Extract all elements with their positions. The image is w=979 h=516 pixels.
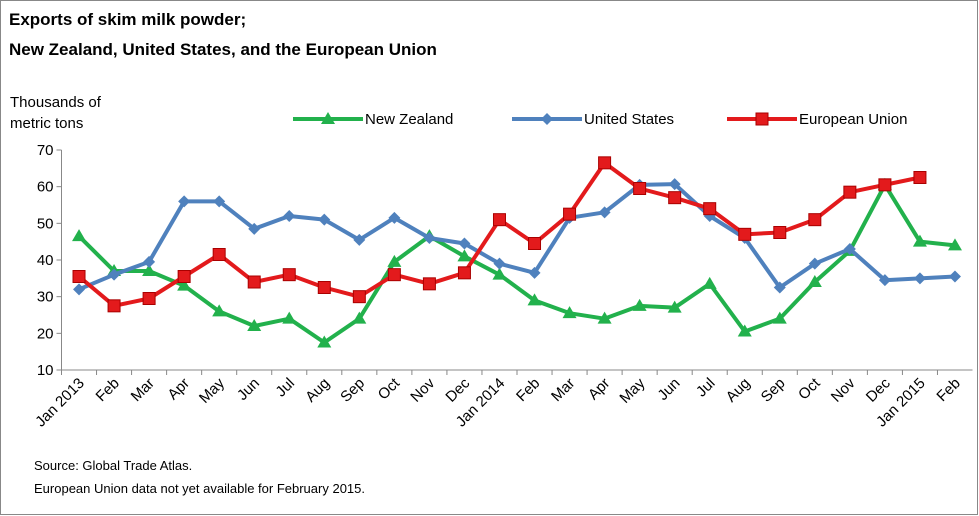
point [773,281,786,294]
point [492,267,507,280]
point [563,207,577,221]
point [387,268,401,282]
point [458,237,471,250]
point [773,226,787,239]
point [913,171,927,184]
point [72,270,86,283]
point [247,319,262,331]
point [738,227,752,241]
point [843,243,856,255]
y-tick-label: 40 [37,252,54,269]
point [528,237,542,250]
series-line [78,182,956,292]
series-line [77,182,956,345]
point [143,255,156,268]
point [282,311,297,324]
legend-label: United States [584,111,674,128]
point [808,257,821,270]
point [808,213,822,227]
point [702,276,717,289]
point [248,222,261,235]
chart-subtitle: New Zealand, United States, and the Euro… [9,40,437,59]
point [177,278,192,291]
point [807,275,822,287]
point [317,281,331,294]
point [353,233,366,246]
note: Source: Global Trade Atlas. [34,458,192,473]
point [633,182,647,195]
point [668,191,682,205]
legend-marker [321,112,335,124]
point [142,264,157,276]
point [107,299,121,313]
point [387,254,402,267]
y-axis-label: Thousands of metric tons [10,94,101,132]
point [598,206,611,219]
point [878,274,891,287]
point [913,272,926,285]
point [282,268,296,282]
point [352,290,366,304]
point [422,277,436,291]
y-tick-label: 50 [37,215,54,232]
point [457,266,471,280]
point [388,211,401,224]
point [878,178,892,192]
point [668,178,681,191]
point [528,266,541,279]
point [423,232,436,244]
legend-label: New Zealand [365,111,453,128]
point [73,283,86,296]
point [178,195,191,208]
legend-label: European Union [799,111,907,128]
point [598,156,612,170]
legend-marker [755,112,769,126]
point [772,311,787,324]
point [562,306,577,319]
point [317,335,332,348]
point [72,229,87,242]
point [527,293,542,306]
point [283,210,296,222]
y-tick-label: 60 [37,179,54,196]
y-tick-label: 70 [37,142,54,159]
point [457,249,472,262]
point [597,311,612,324]
point [737,324,752,337]
point [947,238,962,251]
point [142,292,156,305]
point [843,185,857,199]
point [213,195,226,208]
point [108,268,121,281]
point [492,213,506,227]
point [703,202,717,216]
point [177,270,191,283]
y-tick-label: 30 [37,289,54,306]
point [352,311,367,324]
point [212,248,226,261]
note: European Union data not yet available fo… [34,481,365,496]
point [318,213,331,226]
point [212,304,227,317]
y-tick-label: 10 [37,362,54,379]
point [247,275,261,289]
y-tick-label: 20 [37,325,54,342]
point [912,234,927,247]
point [667,300,682,313]
legend-marker [541,113,553,125]
point [632,298,647,311]
point [948,270,961,283]
chart-title: Exports of skim milk powder; [9,10,246,29]
point [493,257,506,270]
